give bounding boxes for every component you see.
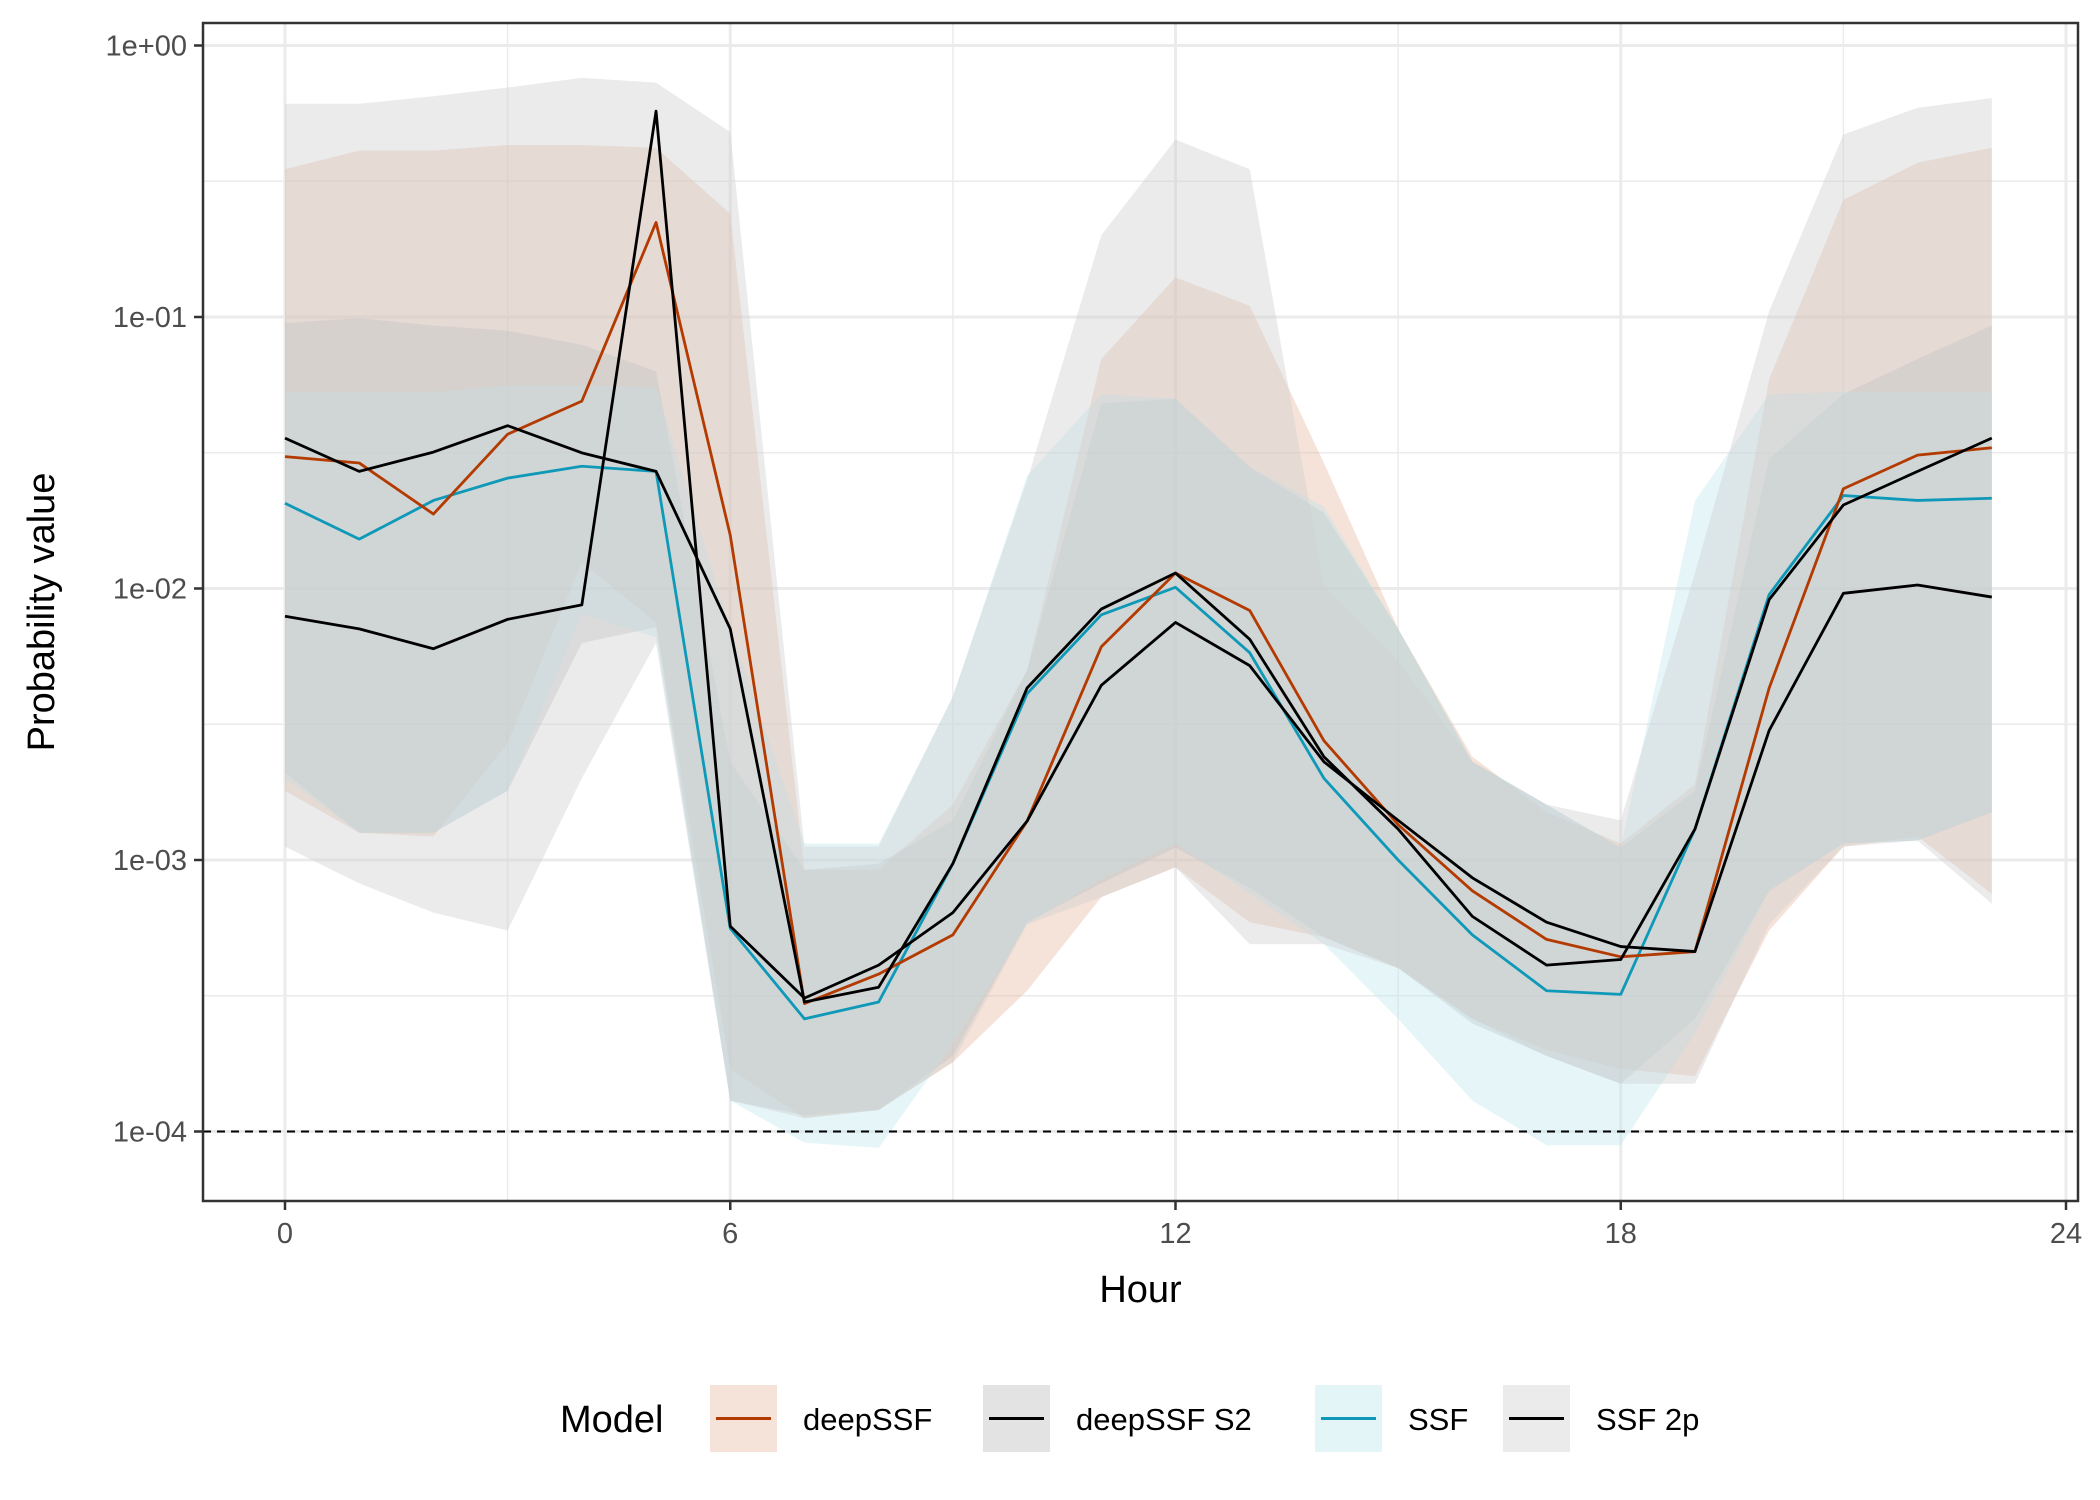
legend-label: SSF xyxy=(1408,1402,1468,1437)
x-axis-title: Hour xyxy=(1099,1269,1182,1311)
ribbon-ssf xyxy=(285,385,1992,1148)
legend: Model deepSSF deepSSF S2 SSF SSF 2p xyxy=(560,1385,1699,1452)
y-axis: 1e+00 1e-01 1e-02 1e-03 1e-04 xyxy=(106,31,203,1149)
ribbon-ssf-2p xyxy=(285,77,1992,1119)
ribbon-deepssf xyxy=(285,145,1992,1119)
series-lines xyxy=(284,109,1993,1021)
x-tick-label: 18 xyxy=(1605,1218,1637,1250)
y-tick-label: 1e-03 xyxy=(113,845,187,877)
ribbon-deepssf-s2 xyxy=(285,318,1992,1116)
legend-label: SSF 2p xyxy=(1596,1402,1699,1437)
x-tick-label: 12 xyxy=(1159,1218,1191,1250)
line-ssf-2p xyxy=(284,109,1993,1000)
x-tick-label: 6 xyxy=(722,1218,738,1250)
legend-title: Model xyxy=(560,1399,664,1441)
line-deepssf xyxy=(284,221,1992,1005)
x-axis: 0 6 12 18 24 xyxy=(277,1201,2082,1250)
legend-label: deepSSF S2 xyxy=(1076,1402,1252,1437)
legend-label: deepSSF xyxy=(803,1402,932,1437)
ribbons xyxy=(285,77,1992,1148)
y-tick-label: 1e-02 xyxy=(113,574,187,606)
y-tick-label: 1e-04 xyxy=(113,1117,187,1149)
y-tick-label: 1e-01 xyxy=(113,302,187,334)
x-tick-label: 0 xyxy=(277,1218,293,1250)
panel-border xyxy=(201,21,2080,1203)
x-tick-label: 24 xyxy=(2050,1218,2082,1250)
y-tick-label: 1e+00 xyxy=(106,31,187,63)
y-axis-title: Probability value xyxy=(21,473,63,752)
line-deepssf-s2 xyxy=(284,424,1993,1004)
